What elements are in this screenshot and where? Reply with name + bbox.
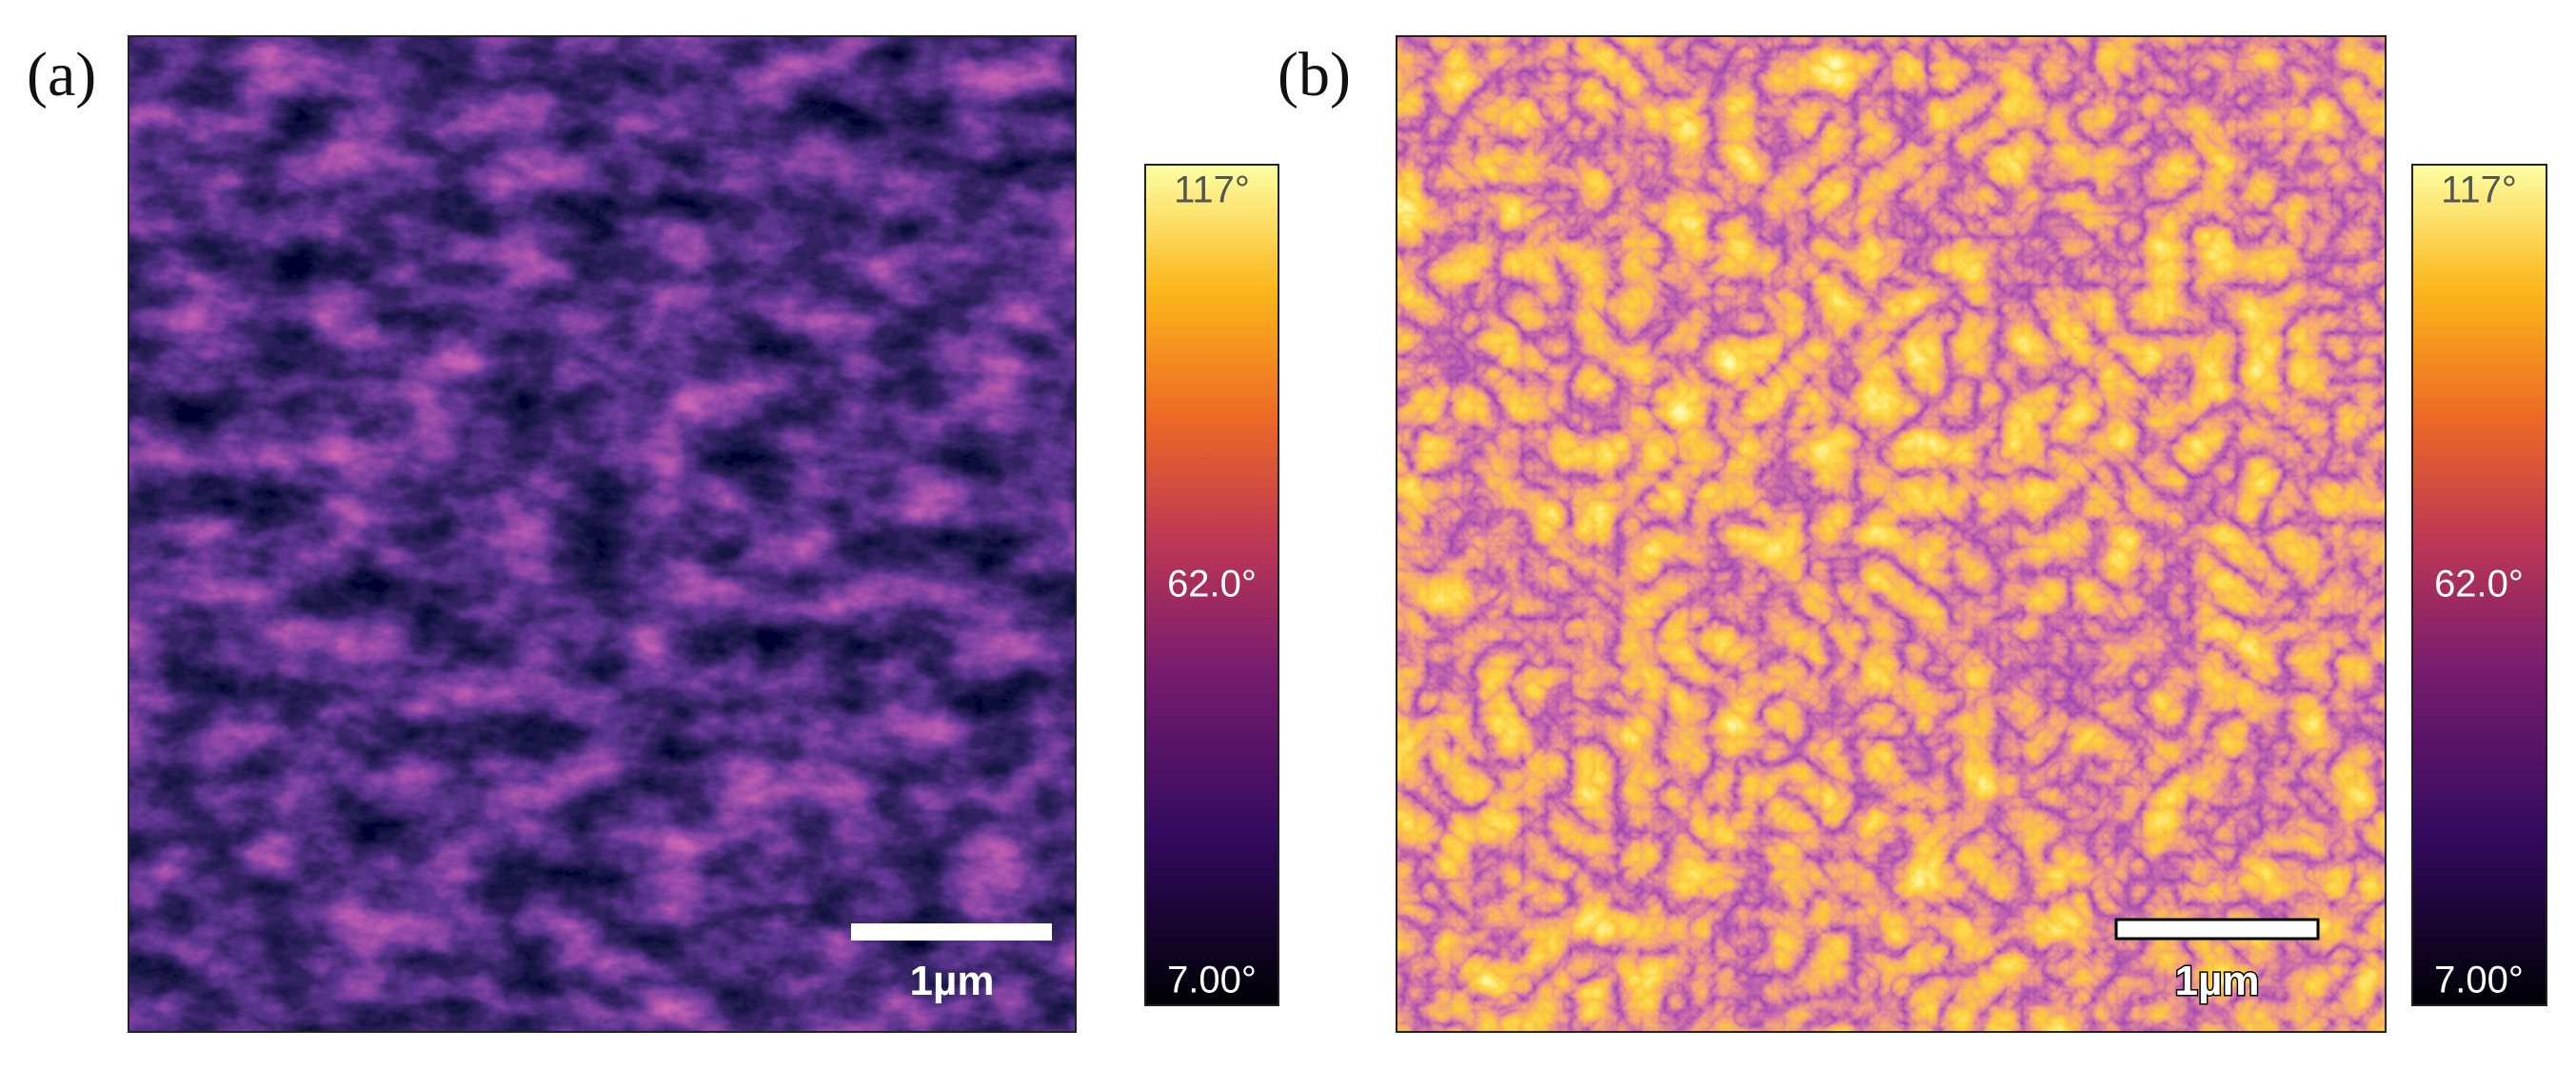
colorbar-mid: 62.0° <box>1167 564 1257 605</box>
colorbar-max: 117° <box>2441 169 2517 211</box>
panel-label: (a) <box>27 40 96 109</box>
colorbar-min: 7.00° <box>1167 960 1257 1001</box>
colorbar-min: 7.00° <box>2434 960 2524 1001</box>
scale-bar-label: 1µm <box>910 958 995 1004</box>
scale-bar <box>851 923 1052 941</box>
scale-bar <box>2114 918 2320 941</box>
image-frame <box>1396 35 2387 1033</box>
image-frame <box>128 35 1077 1033</box>
colorbar-mid: 62.0° <box>2434 564 2524 605</box>
colorbar <box>1144 164 1279 1006</box>
scale-bar-label: 1µm <box>2175 958 2260 1004</box>
phase-image <box>129 36 1076 1032</box>
colorbar-max: 117° <box>1174 169 1250 211</box>
colorbar <box>2411 164 2547 1006</box>
phase-image <box>1397 36 2386 1032</box>
panel-label: (b) <box>1278 40 1351 109</box>
